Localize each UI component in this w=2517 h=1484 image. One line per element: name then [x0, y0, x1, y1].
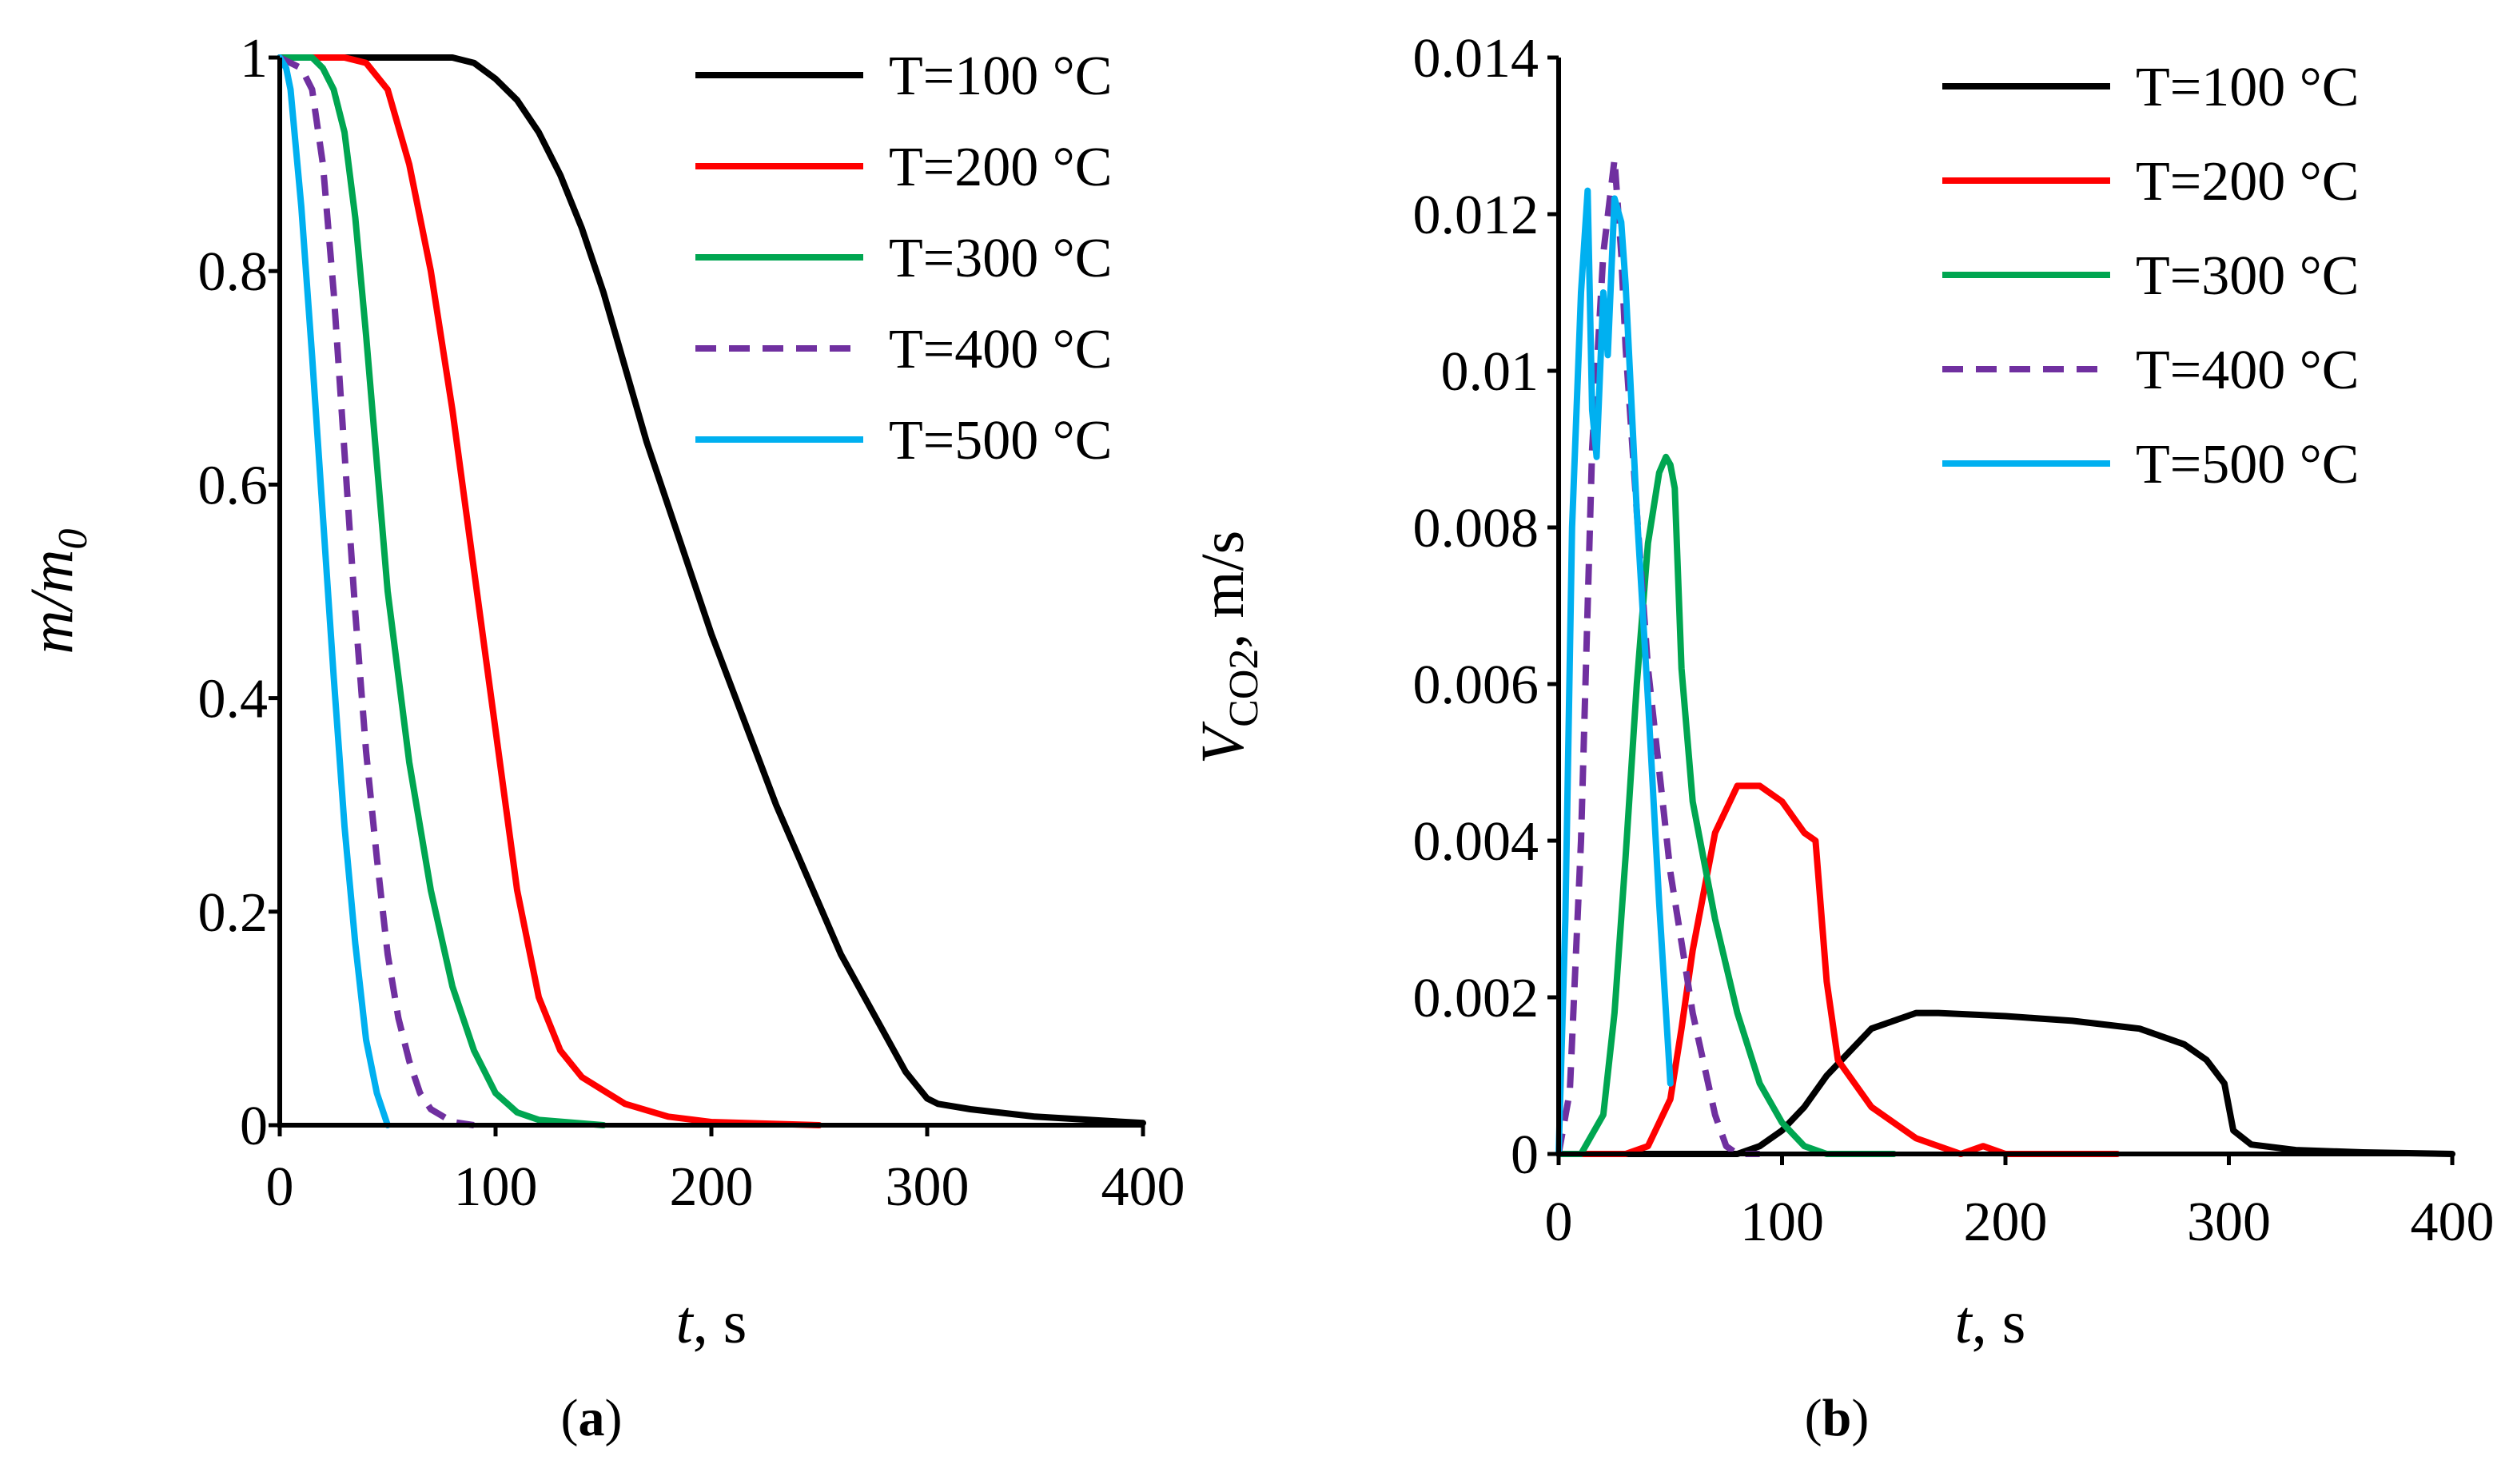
- series-line-a-1: [277, 54, 822, 1128]
- x-axis-title-unit-b: , s: [1972, 1289, 2026, 1356]
- chart-panel-b: 0 0.002 0.004 0.006 0.008 0.01 0.012 0.014 0 100 2…: [1189, 28, 2495, 1447]
- series-line-b-2: [1555, 453, 1898, 1157]
- series-line-a-2: [277, 54, 607, 1128]
- x-axis-title-a: t, s: [676, 1289, 747, 1356]
- legend-label-a-3: T=400 °C: [889, 319, 1112, 380]
- series-line-b-0: [1555, 1009, 2455, 1157]
- y-tick-label-a-1: 0.2: [198, 882, 269, 944]
- x-tick-label-b-1: 100: [1740, 1192, 1824, 1253]
- x-tick-label-b-2: 200: [1964, 1192, 2048, 1253]
- x-axis-title-unit-a: , s: [693, 1289, 747, 1356]
- y-tick-label-b-6: 0.012: [1413, 185, 1539, 246]
- legend-label-b-3: T=400 °C: [2136, 340, 2359, 401]
- legend-label-b-4: T=500 °C: [2136, 434, 2359, 495]
- y-axis-title-unit-b: , m/s: [1189, 531, 1257, 649]
- x-tick-label-b-3: 300: [2187, 1192, 2271, 1253]
- x-tick-label-b-0: 0: [1545, 1192, 1573, 1253]
- panel-label-a: (a): [561, 1389, 623, 1447]
- legend-label-a-0: T=100 °C: [889, 46, 1112, 107]
- series-line-b-3: [1555, 156, 1760, 1157]
- y-tick-label-b-0: 0: [1511, 1124, 1539, 1186]
- series-line-a-0: [277, 54, 1146, 1127]
- x-tick-label-a-2: 200: [670, 1156, 754, 1218]
- x-tick-label-a-1: 100: [454, 1156, 538, 1218]
- legend-label-a-4: T=500 °C: [889, 410, 1112, 471]
- legend-label-a-2: T=300 °C: [889, 228, 1112, 289]
- series-line-a-3: [278, 54, 475, 1128]
- y-tick-label-b-1: 0.002: [1413, 968, 1539, 1029]
- y-tick-label-b-7: 0.014: [1413, 28, 1539, 90]
- y-tick-label-a-4: 0.8: [198, 241, 269, 303]
- y-tick-label-b-4: 0.008: [1413, 498, 1539, 559]
- y-tick-label-a-5: 1: [240, 28, 268, 90]
- y-axis-title-var-b: V: [1189, 721, 1257, 764]
- y-axis-title-var-a: m/m: [18, 550, 86, 654]
- y-tick-label-b-5: 0.01: [1441, 341, 1539, 403]
- y-axis-title-a: m/m0: [18, 529, 96, 654]
- legend-label-b-1: T=200 °C: [2136, 151, 2359, 213]
- x-tick-label-a-4: 400: [1101, 1156, 1185, 1218]
- x-axis-title-var-a: t: [676, 1289, 695, 1356]
- x-tick-label-b-4: 400: [2411, 1192, 2495, 1253]
- y-axis-title-b: VCO2, m/s: [1189, 531, 1267, 765]
- y-tick-label-b-2: 0.004: [1413, 811, 1539, 873]
- legend-b: T=100 °C T=200 °C T=300 °C T=400 °C T=500 °C: [1942, 57, 2359, 495]
- legend-label-b-0: T=100 °C: [2136, 57, 2359, 118]
- series-line-b-4: [1555, 187, 1674, 1157]
- series-line-b-1: [1555, 782, 2121, 1157]
- x-axis-title-b: t, s: [1955, 1289, 2026, 1356]
- x-tick-label-a-0: 0: [266, 1156, 294, 1218]
- x-tick-label-a-3: 300: [886, 1156, 970, 1218]
- y-tick-label-b-3: 0.006: [1413, 654, 1539, 716]
- x-axis-title-var-b: t: [1955, 1289, 1973, 1356]
- y-tick-label-a-0: 0: [240, 1096, 268, 1157]
- y-tick-label-a-2: 0.4: [198, 669, 269, 730]
- y-axis-title-sub-a: 0: [50, 529, 96, 550]
- y-tick-label-a-3: 0.6: [198, 455, 269, 516]
- y-axis-title-sub-b: CO2: [1221, 649, 1267, 727]
- series-line-a-4: [277, 54, 391, 1128]
- legend-label-b-2: T=300 °C: [2136, 245, 2359, 307]
- legend-a: T=100 °C T=200 °C T=300 °C T=400 °C T=500 °C: [695, 46, 1112, 471]
- panel-label-b: (b): [1805, 1389, 1870, 1447]
- legend-label-a-1: T=200 °C: [889, 137, 1112, 198]
